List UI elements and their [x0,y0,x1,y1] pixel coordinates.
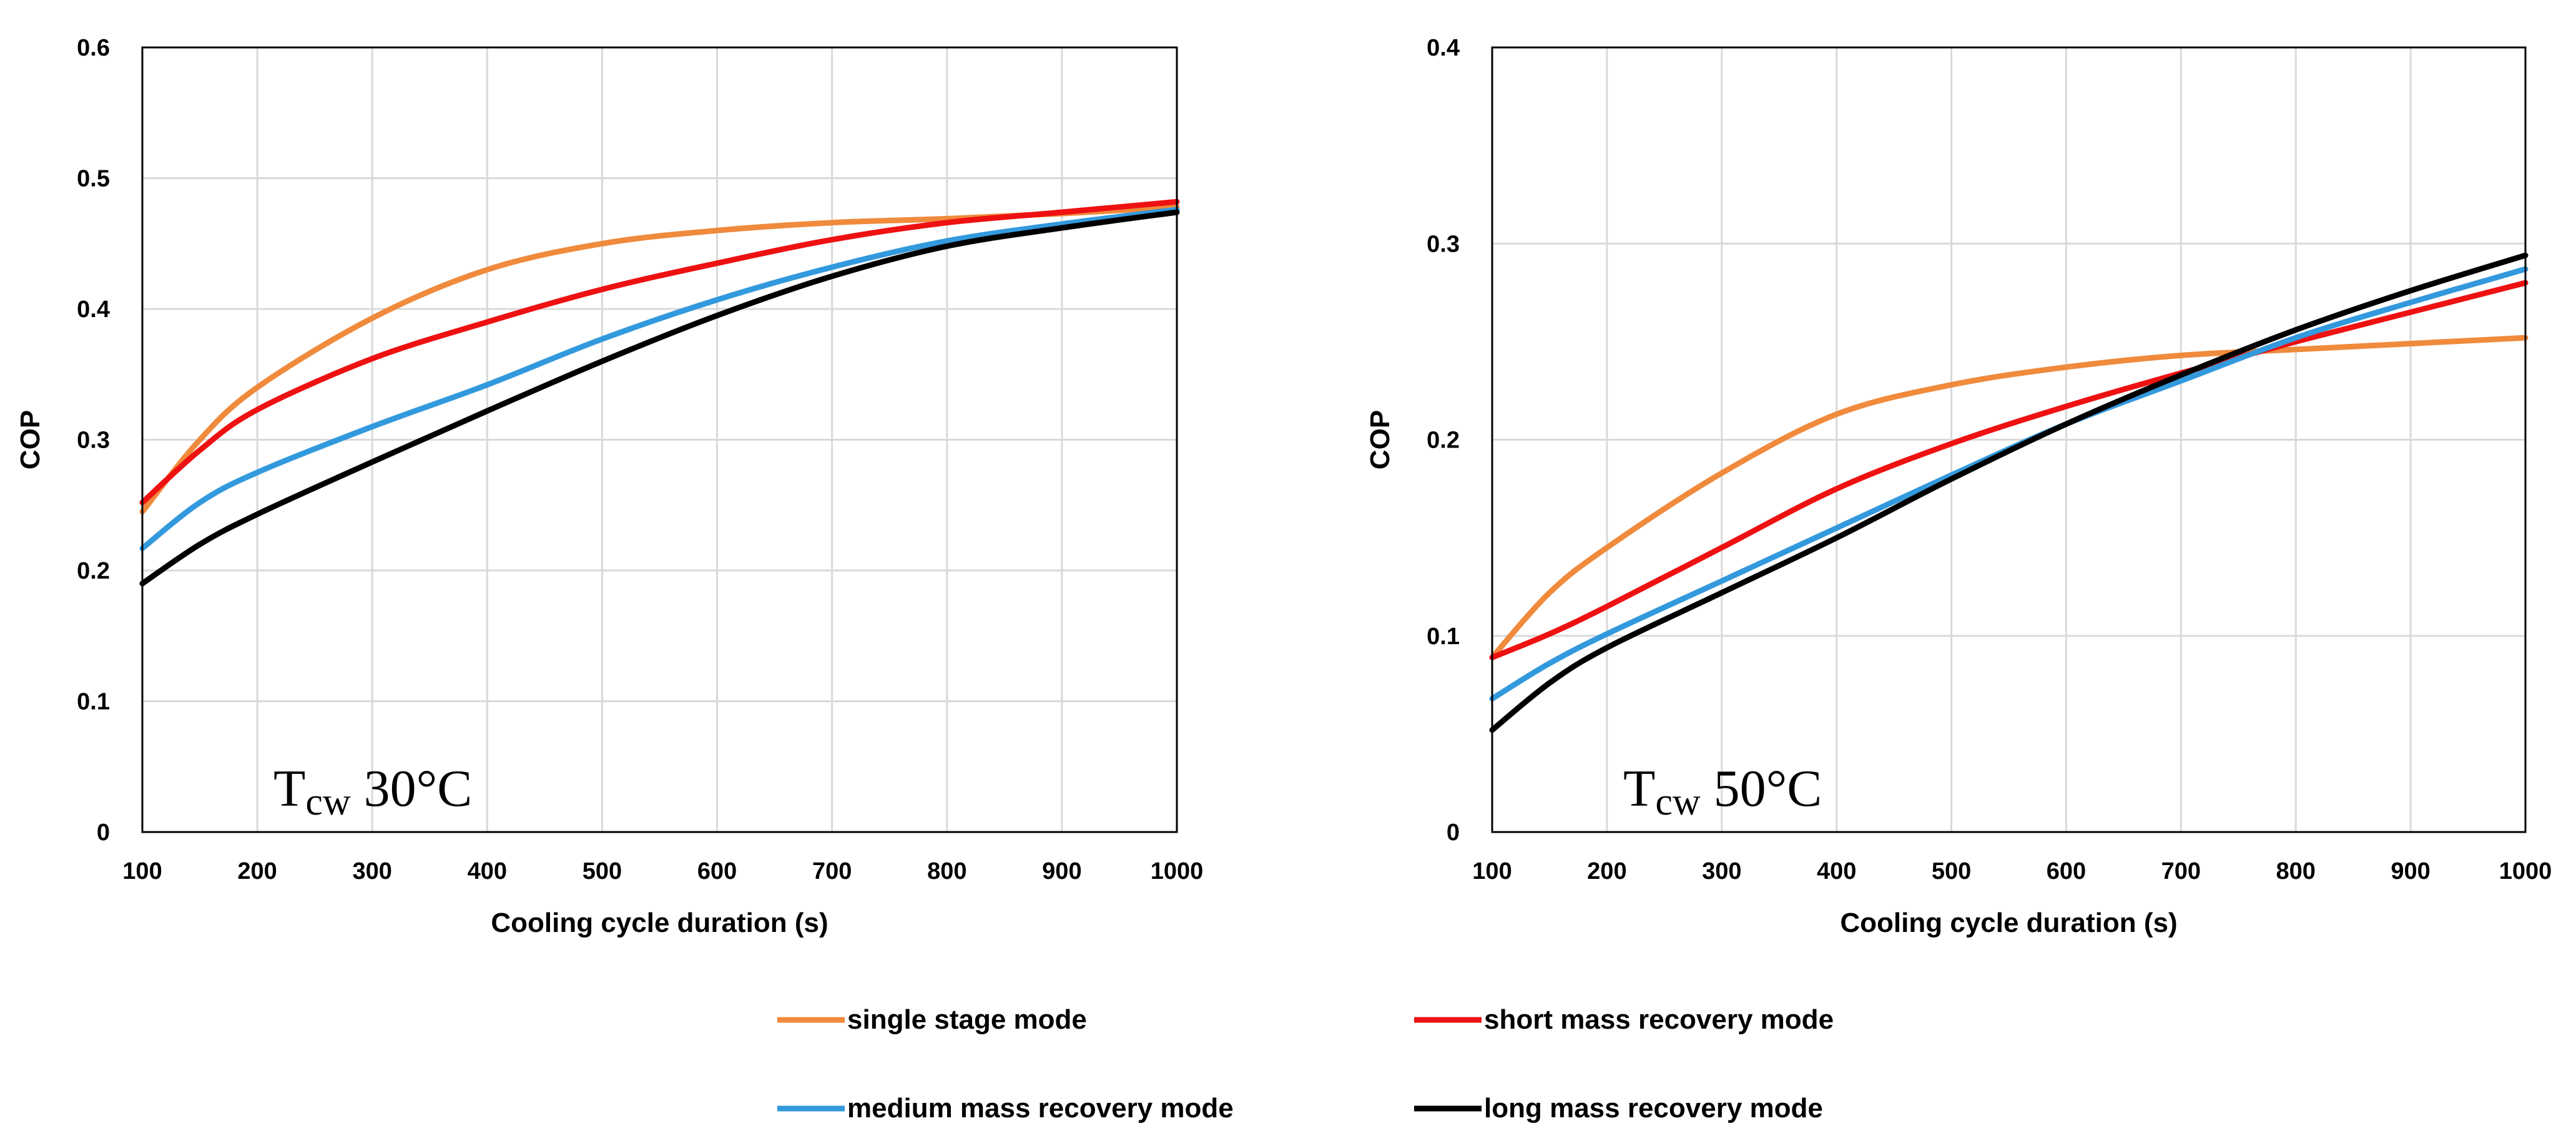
chart-2-x-tick-label-1: 200 [1587,858,1626,884]
chart-2-x-tick-label-8: 900 [2391,858,2430,884]
chart-1-annotation-sub: cw [305,781,351,823]
chart-2-series-medium-mass-recovery [1489,266,2529,702]
chart-1-x-tick-label-9: 1000 [1151,858,1204,884]
chart-1-series-long-mass-recovery [139,209,1180,587]
chart-2-y-tick-label-2: 0.2 [1427,428,1460,454]
chart-1-y-axis-title: COP [15,410,46,469]
legend-item-short-mass-recovery: short mass recovery mode [1414,1004,1834,1035]
chart-1-annotation: Tcw 30°C [273,760,472,823]
chart-2-y-tick-label-1: 0.1 [1427,624,1460,650]
chart-2-series-single-stage [1489,335,2529,660]
chart-1-y-tick-label-4: 0.4 [77,296,110,323]
chart-2-y-tick-label-0: 0 [1447,820,1460,846]
chart-2-annotation-rest: 50°C [1701,760,1822,818]
chart-2-series [1489,252,2529,733]
chart-1-series [139,198,1180,587]
chart-1-x-tick-labels: 100 200 300 400 500 600 700 800 900 1000 [122,858,1203,884]
chart-1-x-tick-label-4: 500 [583,858,622,884]
chart-1-x-tick-label-3: 400 [468,858,507,884]
chart-1-y-tick-label-6: 0.6 [77,35,110,61]
chart-2-plot-frame [1491,46,2527,833]
chart-1-y-tick-label-3: 0.3 [77,428,110,454]
chart-1-y-tick-label-5: 0.5 [77,166,110,192]
chart-2-x-tick-labels: 100 200 300 400 500 600 700 800 900 1000 [1472,858,2552,884]
chart-2-x-tick-label-0: 100 [1472,858,1512,884]
chart-2-y-axis-title: COP [1365,410,1395,469]
legend-item-single-stage: single stage mode [777,1004,1087,1035]
legend: single stage mode short mass recovery mo… [777,1004,1834,1124]
chart-1-series-short-mass-recovery [139,198,1180,506]
legend-label-medium-mass-recovery: medium mass recovery mode [847,1093,1234,1124]
chart-2-x-tick-label-5: 600 [2047,858,2086,884]
chart-1-series-medium-mass-recovery [139,207,1180,551]
chart-2-x-tick-label-6: 700 [2161,858,2201,884]
chart-2-x-tick-label-2: 300 [1702,858,1741,884]
chart-2-series-short-mass-recovery [1489,280,2529,660]
chart-1-annotation-main: T [273,760,305,818]
legend-item-long-mass-recovery: long mass recovery mode [1414,1093,1823,1124]
chart-2-annotation-main: T [1623,760,1655,818]
legend-label-short-mass-recovery: short mass recovery mode [1484,1004,1834,1035]
chart-1-x-tick-label-2: 300 [353,858,392,884]
chart-1-plot-frame [141,46,1178,833]
chart-1-x-tick-label-0: 100 [122,858,162,884]
chart-1-annotation-rest: 30°C [351,760,473,818]
chart-2-x-tick-label-4: 500 [1932,858,1971,884]
chart-1-y-tick-label-0: 0 [97,820,110,846]
chart-1-x-tick-label-7: 800 [927,858,966,884]
chart-2-annotation-sub: cw [1655,781,1701,823]
chart-2-annotation: Tcw 50°C [1623,760,1822,823]
chart-1-x-tick-label-1: 200 [237,858,277,884]
chart-2-x-tick-label-3: 400 [1817,858,1856,884]
chart-1-y-tick-label-1: 0.1 [77,689,110,715]
legend-label-single-stage: single stage mode [847,1004,1087,1035]
chart-1-x-axis-title: Cooling cycle duration (s) [491,908,828,938]
chart-1-x-tick-label-5: 600 [697,858,737,884]
chart-1-x-tick-label-8: 900 [1042,858,1081,884]
legend-item-medium-mass-recovery: medium mass recovery mode [777,1093,1234,1124]
chart-2-y-tick-label-3: 0.3 [1427,231,1460,257]
chart-1-y-tick-labels: 0 0.1 0.2 0.3 0.4 0.5 0.6 [77,35,110,846]
chart-2-series-long-mass-recovery [1489,252,2529,733]
legend-label-long-mass-recovery: long mass recovery mode [1484,1093,1823,1124]
chart-2-x-tick-label-7: 800 [2276,858,2316,884]
chart-1-y-tick-label-2: 0.2 [77,558,110,584]
chart-tcw-30: 0 0.1 0.2 0.3 0.4 0.5 0.6 100 200 300 400 500 600 70… [15,35,1203,938]
chart-1-x-tick-label-6: 700 [812,858,852,884]
chart-tcw-50: 0 0.1 0.2 0.3 0.4 100 200 300 400 500 600 700 800 90… [1365,35,2552,938]
chart-2-y-tick-labels: 0 0.1 0.2 0.3 0.4 [1427,35,1460,846]
chart-2-x-tick-label-9: 1000 [2499,858,2552,884]
chart-2-y-tick-label-4: 0.4 [1427,35,1460,61]
chart-2-x-axis-title: Cooling cycle duration (s) [1840,908,2177,938]
